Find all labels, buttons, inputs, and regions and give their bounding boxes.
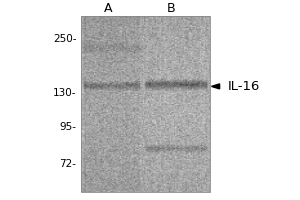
Text: B: B — [167, 2, 175, 16]
Polygon shape — [212, 84, 220, 89]
Text: A: A — [104, 2, 112, 16]
Text: IL-16: IL-16 — [228, 80, 260, 93]
Bar — [81, 16, 210, 192]
Text: 250-: 250- — [53, 34, 76, 44]
Text: 130-: 130- — [53, 88, 76, 98]
Text: 95-: 95- — [59, 122, 76, 132]
Text: 72-: 72- — [59, 159, 76, 169]
